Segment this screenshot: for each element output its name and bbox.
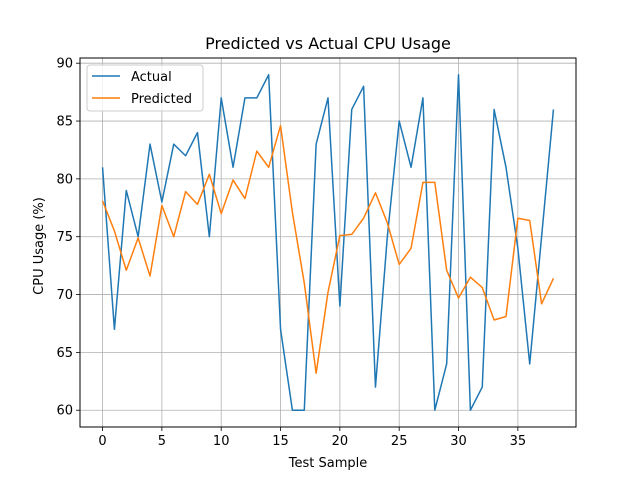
x-tick-label: 5: [158, 434, 166, 449]
x-tick-label: 35: [510, 434, 527, 449]
x-tick-label: 10: [213, 434, 230, 449]
legend: Actual Predicted: [86, 64, 204, 112]
x-tick-label: 15: [272, 434, 289, 449]
y-tick-label: 90: [56, 57, 73, 72]
series-line-actual: [101, 74, 555, 411]
y-axis-label: CPU Usage (%): [32, 197, 47, 295]
chart-title: Predicted vs Actual CPU Usage: [205, 34, 451, 53]
x-tick-label: 30: [450, 434, 467, 449]
grid: [80, 58, 576, 427]
x-tick-label: 25: [391, 434, 408, 449]
legend-label-actual: Actual: [131, 70, 172, 85]
y-tick-label: 60: [56, 404, 73, 419]
x-tick-label: 0: [98, 434, 106, 449]
series-group: [101, 74, 555, 411]
y-axis: 60 65 70 75 80 85 90: [56, 57, 80, 419]
x-tick-label: 20: [332, 434, 349, 449]
y-tick-label: 70: [56, 288, 73, 303]
x-axis-label: Test Sample: [288, 456, 367, 471]
y-tick-label: 80: [56, 172, 73, 187]
series-line-predicted: [101, 124, 555, 374]
axes-frame: [79, 57, 577, 428]
x-axis: 0 5 10 15 20 25 30 35: [98, 427, 526, 449]
legend-label-predicted: Predicted: [131, 92, 192, 107]
y-tick-label: 75: [56, 230, 73, 245]
y-tick-label: 85: [56, 115, 73, 130]
y-tick-label: 65: [56, 346, 73, 361]
